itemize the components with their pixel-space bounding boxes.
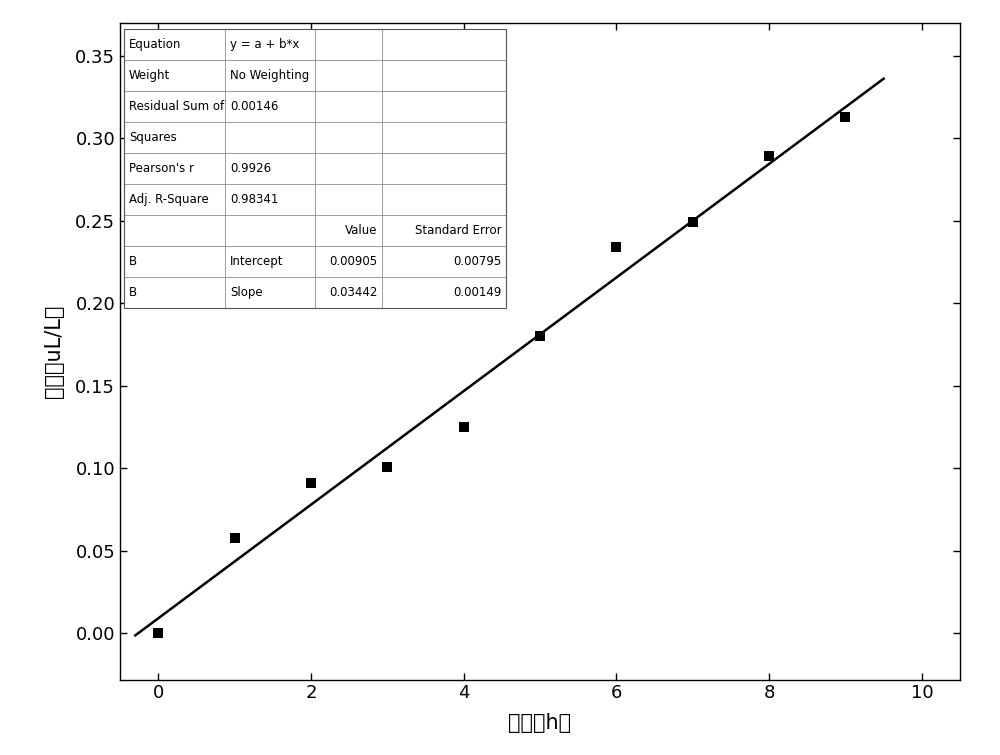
Point: [532, 330, 548, 342]
Point: [456, 421, 472, 433]
Point: [761, 150, 777, 162]
X-axis label: 时间（h）: 时间（h）: [508, 713, 572, 733]
Point: [150, 627, 166, 639]
Point: [227, 532, 243, 544]
Y-axis label: 浓度（uL/L）: 浓度（uL/L）: [44, 304, 64, 398]
Point: [379, 461, 395, 473]
Point: [685, 216, 701, 228]
Point: [303, 477, 319, 489]
Point: [837, 111, 853, 123]
Point: [608, 241, 624, 253]
